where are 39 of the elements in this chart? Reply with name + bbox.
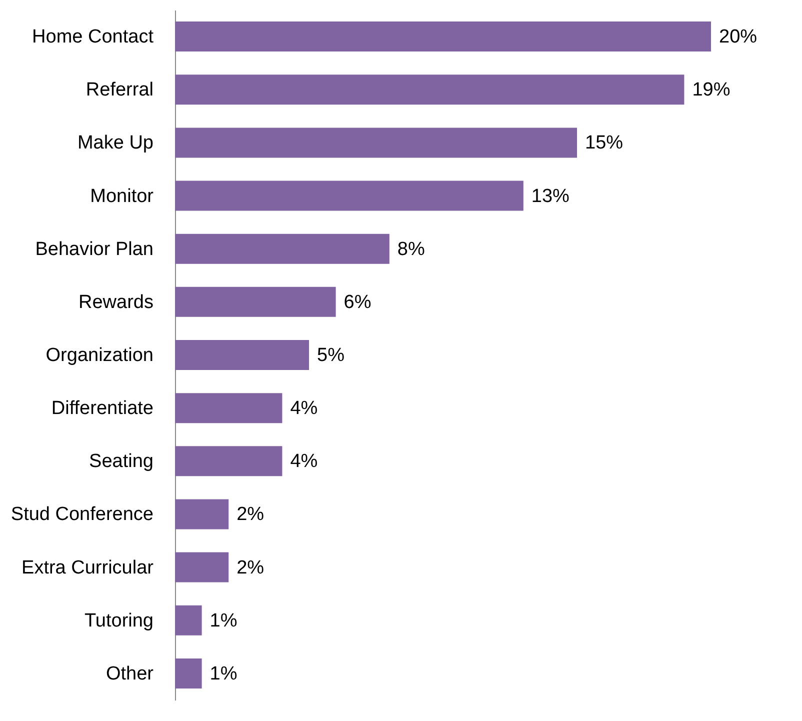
y-tick-label: Rewards — [78, 292, 154, 313]
bar — [175, 393, 282, 424]
data-label: 2% — [236, 557, 264, 578]
y-tick-label: Referral — [86, 80, 154, 101]
bar — [175, 340, 309, 370]
bar — [175, 234, 390, 264]
bar — [175, 499, 229, 530]
bar — [175, 552, 229, 582]
y-tick-label: Stud Conference — [10, 504, 154, 526]
bar — [175, 128, 577, 158]
data-label: 1% — [210, 610, 238, 632]
y-tick-label: Seating — [89, 451, 154, 472]
y-tick-label: Organization — [46, 345, 154, 366]
data-label: 2% — [236, 504, 264, 526]
data-label: 6% — [344, 292, 372, 313]
bar — [175, 658, 202, 688]
y-tick-label: Differentiate — [51, 398, 154, 420]
data-label: 1% — [210, 663, 238, 684]
data-label: 8% — [397, 238, 425, 260]
y-tick-label: Home Contact — [32, 26, 154, 48]
bar — [175, 22, 711, 52]
y-tick-label: Behavior Plan — [35, 238, 154, 260]
data-label: 5% — [317, 345, 345, 366]
data-label: 4% — [290, 451, 318, 472]
bar — [175, 446, 282, 476]
data-label: 4% — [290, 398, 318, 420]
data-label: 20% — [719, 26, 758, 48]
y-tick-label: Extra Curricular — [22, 557, 154, 578]
bar — [175, 180, 524, 211]
y-tick-label: Monitor — [90, 186, 154, 207]
data-label: 15% — [585, 132, 624, 154]
bar — [175, 605, 202, 636]
data-label: 19% — [692, 80, 730, 101]
data-label: 13% — [531, 186, 570, 207]
bar — [175, 286, 336, 317]
bar — [175, 74, 684, 105]
y-tick-label: Make Up — [77, 132, 154, 154]
y-tick-label: Tutoring — [84, 610, 154, 632]
y-tick-label: Other — [106, 663, 154, 684]
